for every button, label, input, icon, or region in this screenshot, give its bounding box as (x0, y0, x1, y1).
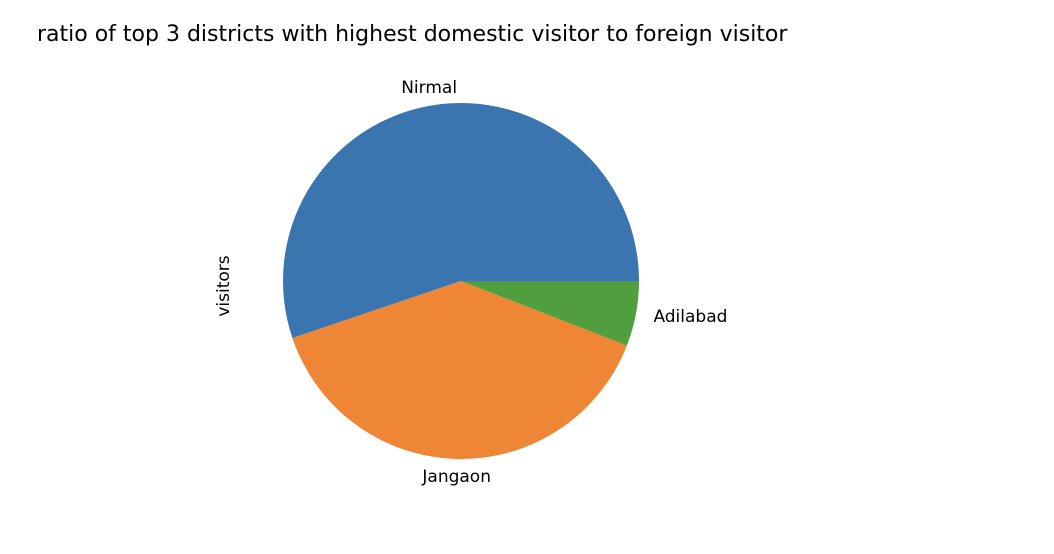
pie-label-adilabad: Adilabad (653, 307, 727, 327)
pie-slice-adilabad (461, 281, 639, 346)
chart-title: ratio of top 3 districts with highest do… (37, 22, 788, 47)
pie-slice-nirmal (283, 102, 639, 339)
pie-slice-jangaon (292, 281, 627, 459)
pie-label-nirmal: Nirmal (401, 78, 457, 98)
pie-label-jangaon: Jangaon (421, 467, 491, 487)
y-axis-label: visitors (214, 255, 234, 316)
pie-slices (283, 102, 639, 459)
pie-labels: Nirmal Jangaon Adilabad (401, 78, 727, 487)
